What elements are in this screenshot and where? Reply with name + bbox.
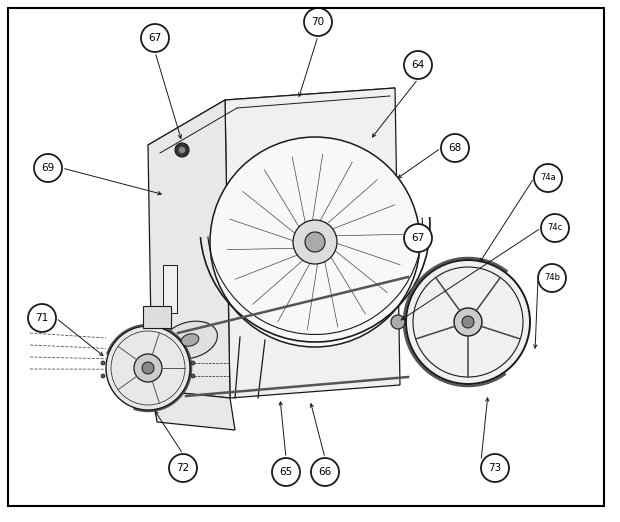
Text: 74b: 74b (544, 274, 560, 282)
Circle shape (179, 147, 185, 153)
Circle shape (541, 214, 569, 242)
Circle shape (134, 354, 162, 382)
Polygon shape (148, 88, 395, 145)
Circle shape (293, 220, 337, 264)
Text: 72: 72 (176, 463, 190, 473)
Bar (163, 265, 177, 313)
Text: eReplacementParts.com: eReplacementParts.com (250, 275, 370, 285)
Polygon shape (148, 100, 230, 398)
Text: 69: 69 (42, 163, 55, 173)
Circle shape (101, 361, 105, 365)
Polygon shape (152, 390, 235, 430)
Text: 71: 71 (35, 313, 48, 323)
Text: 70: 70 (311, 17, 324, 27)
Circle shape (404, 51, 432, 79)
Circle shape (106, 326, 190, 410)
Circle shape (191, 374, 195, 378)
Circle shape (481, 454, 509, 482)
Circle shape (311, 458, 339, 486)
Text: 67: 67 (412, 233, 425, 243)
Circle shape (454, 308, 482, 336)
Circle shape (441, 134, 469, 162)
Circle shape (101, 374, 105, 378)
Circle shape (413, 243, 417, 247)
Circle shape (175, 143, 189, 157)
Circle shape (304, 8, 332, 36)
Circle shape (534, 164, 562, 192)
Circle shape (169, 454, 197, 482)
Text: 67: 67 (148, 33, 162, 43)
Circle shape (462, 316, 474, 328)
Ellipse shape (162, 321, 218, 359)
Text: 73: 73 (489, 463, 502, 473)
Circle shape (538, 264, 566, 292)
Circle shape (272, 458, 300, 486)
Text: 68: 68 (448, 143, 462, 153)
Circle shape (28, 304, 56, 332)
Circle shape (391, 315, 405, 329)
Text: 74c: 74c (547, 223, 562, 232)
Circle shape (409, 239, 421, 251)
Text: 64: 64 (412, 60, 425, 70)
Text: 66: 66 (319, 467, 332, 477)
Circle shape (141, 24, 169, 52)
Circle shape (406, 260, 530, 384)
Circle shape (210, 137, 420, 347)
Text: 65: 65 (280, 467, 293, 477)
Polygon shape (225, 88, 400, 398)
Circle shape (142, 362, 154, 374)
Ellipse shape (181, 334, 199, 346)
Circle shape (404, 224, 432, 252)
Bar (143, 306, 171, 328)
Circle shape (305, 232, 325, 252)
Circle shape (191, 361, 195, 365)
Circle shape (34, 154, 62, 182)
Text: 74a: 74a (540, 173, 556, 183)
